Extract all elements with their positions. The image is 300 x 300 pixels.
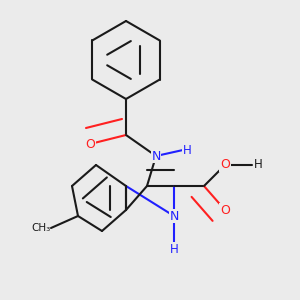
Text: O: O bbox=[220, 203, 230, 217]
Text: N: N bbox=[151, 149, 161, 163]
Text: H: H bbox=[169, 243, 178, 256]
Text: O: O bbox=[220, 158, 230, 172]
Text: H: H bbox=[183, 143, 192, 157]
Text: CH₃: CH₃ bbox=[32, 223, 51, 233]
Text: O: O bbox=[85, 137, 95, 151]
Text: H: H bbox=[254, 158, 262, 172]
Text: N: N bbox=[169, 209, 179, 223]
